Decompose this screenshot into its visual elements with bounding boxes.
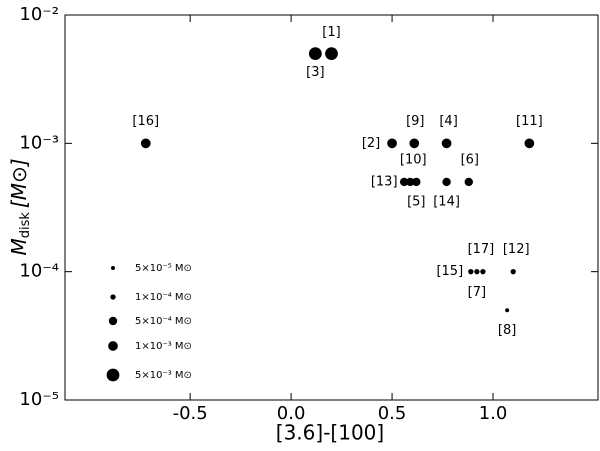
legend-marker: [110, 294, 116, 300]
data-point: [505, 308, 510, 313]
y-tick-label: 10⁻⁴: [19, 261, 59, 282]
legend-label: 1×10⁻³ M⊙: [135, 341, 192, 352]
point-label: [9]: [406, 114, 424, 129]
y-label-sub: disk: [18, 212, 33, 239]
legend-label: 5×10⁻⁴ M⊙: [135, 316, 192, 327]
legend-marker: [108, 341, 118, 351]
data-point: [412, 177, 421, 187]
point-label: [12]: [503, 242, 530, 257]
data-point: [510, 269, 516, 275]
data-point: [474, 269, 480, 275]
data-point: [524, 138, 535, 149]
point-label: [16]: [132, 114, 159, 129]
data-point: [387, 138, 397, 149]
point-label: [8]: [498, 323, 516, 338]
x-tick-label: 1.0: [479, 403, 508, 424]
data-point: [480, 269, 486, 275]
x-tick-label: 0.5: [378, 403, 407, 424]
data-point: [399, 177, 409, 187]
plot-frame: [64, 14, 599, 401]
legend-marker: [111, 266, 115, 270]
y-tick-label: 10⁻³: [19, 132, 59, 153]
legend-label: 1×10⁻⁴ M⊙: [135, 292, 192, 303]
y-tick-label: 10⁻⁵: [19, 389, 59, 410]
point-label: [17]: [468, 242, 495, 257]
point-label: [7]: [468, 285, 486, 300]
point-label: [4]: [439, 114, 457, 129]
point-label: [2]: [362, 136, 380, 151]
data-point: [464, 177, 473, 187]
legend-label: 5×10⁻³ M⊙: [135, 370, 192, 381]
data-point: [409, 138, 420, 149]
y-axis-label: Mdisk [M⊙]: [7, 158, 33, 255]
point-label: [13]: [371, 174, 398, 189]
point-label: [3]: [306, 65, 324, 80]
y-label-main: M: [7, 238, 31, 255]
point-label: [10]: [400, 152, 427, 167]
data-point: [442, 177, 451, 187]
legend-marker: [108, 316, 118, 326]
point-label: [1]: [322, 25, 340, 40]
x-tick-label: -0.5: [173, 403, 208, 424]
data-point: [308, 47, 322, 61]
data-point: [441, 138, 452, 149]
x-axis-label: [3.6]-[100]: [276, 421, 384, 445]
y-label-unit: [M⊙]: [7, 158, 31, 208]
legend-marker: [106, 368, 120, 382]
point-label: [11]: [516, 114, 543, 129]
point-label: [6]: [461, 152, 479, 167]
point-label: [15]: [436, 264, 463, 279]
data-point: [468, 269, 474, 275]
data-point: [140, 138, 151, 149]
data-point: [406, 177, 415, 187]
x-tick-label: 0.0: [277, 403, 306, 424]
data-point: [325, 47, 338, 61]
point-label: [5]: [407, 194, 425, 209]
legend-label: 5×10⁻⁵ M⊙: [135, 263, 192, 274]
y-tick-label: 10⁻²: [19, 4, 59, 25]
point-label: [14]: [433, 194, 460, 209]
